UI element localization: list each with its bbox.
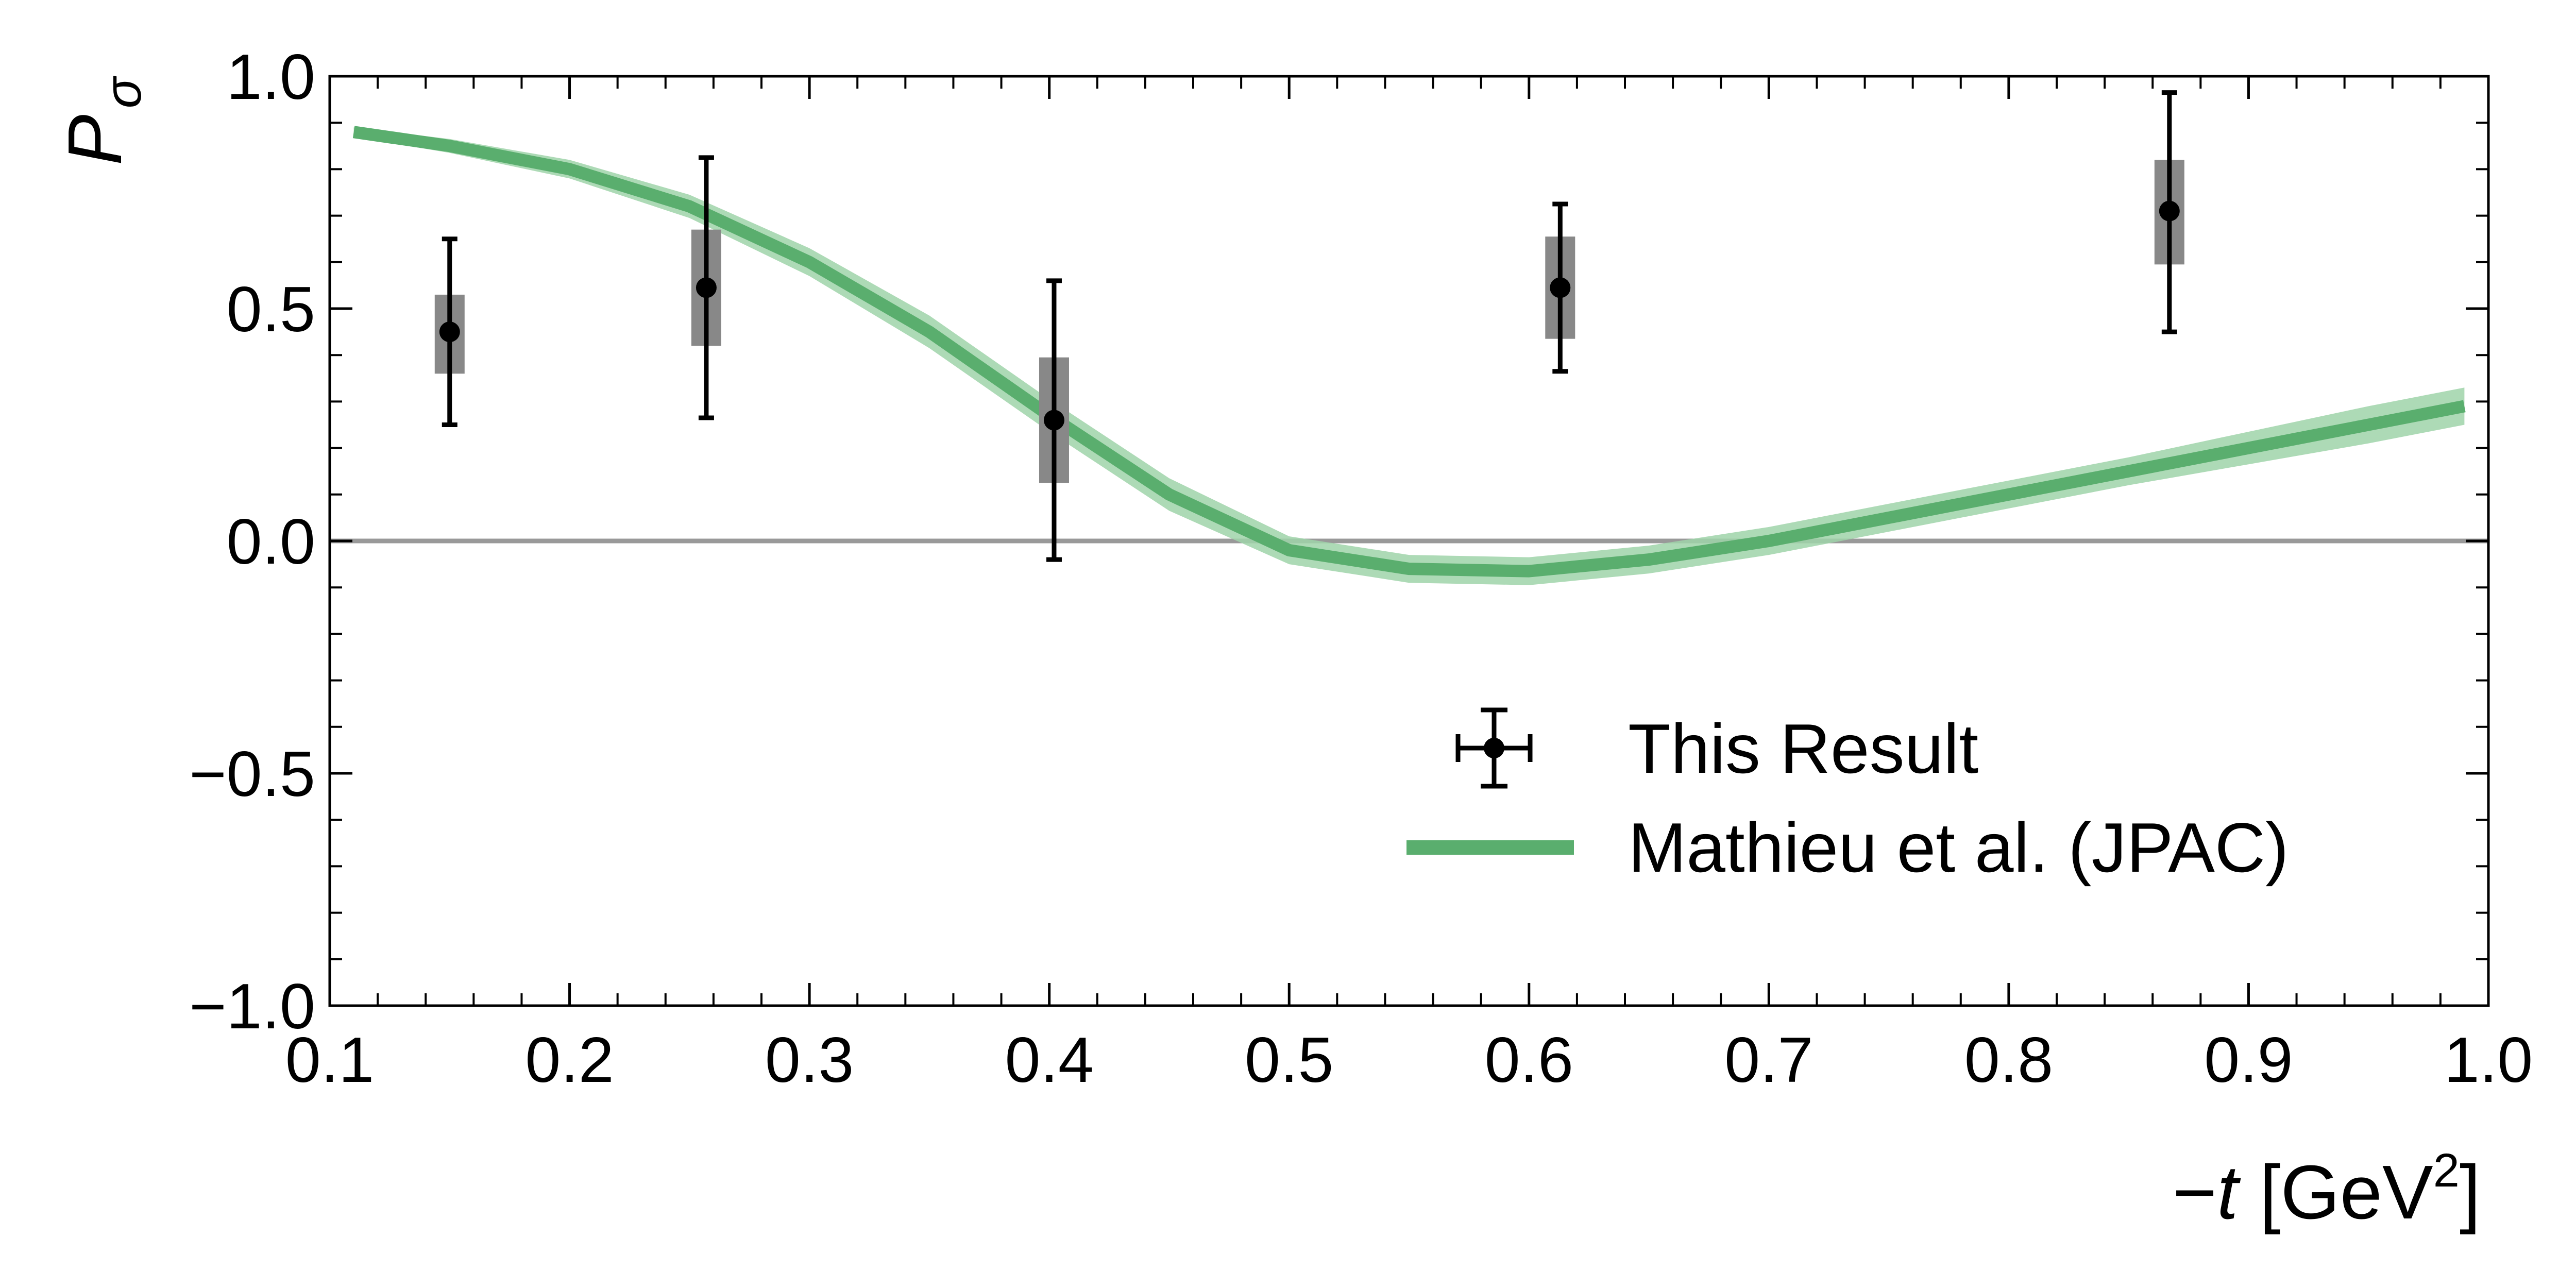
y-tick-label: −1.0 <box>189 971 315 1042</box>
data-point-2 <box>691 155 721 420</box>
x-tick-label: 0.6 <box>1485 1025 1573 1096</box>
x-tick-label: 1.0 <box>2444 1025 2533 1096</box>
data-point-3 <box>1039 278 1069 562</box>
x-tick-label: 0.7 <box>1724 1025 1813 1096</box>
data-point-marker <box>439 321 460 343</box>
y-tick-label: −0.5 <box>189 739 315 810</box>
x-tick-label: 0.2 <box>525 1025 614 1096</box>
legend-label-jpac: Mathieu et al. (JPAC) <box>1628 808 2289 887</box>
x-tick-label: 0.9 <box>2204 1025 2293 1096</box>
legend-marker-this-result <box>1455 707 1533 789</box>
y-tick-label: 0.5 <box>227 274 315 345</box>
data-point-marker <box>2159 200 2180 222</box>
x-tick-label: 0.3 <box>765 1025 854 1096</box>
legend-label-this-result: This Result <box>1628 709 1978 788</box>
x-axis-label: −t [GeV2] <box>2173 1144 2481 1235</box>
data-point-1 <box>434 236 465 427</box>
legend: This Result Mathieu et al. (JPAC) <box>1406 707 2289 887</box>
data-point-marker <box>1550 277 1571 298</box>
plot-area: 0.1 0.2 0.3 0.4 0.5 0.6 0.7 0.8 0.9 1.0 −1.0 −0.5 0.… <box>189 42 2533 1096</box>
data-point-marker <box>696 277 717 298</box>
data-point-4 <box>1545 201 1575 374</box>
y-tick-label: 1.0 <box>227 42 315 113</box>
x-tick-label: 0.1 <box>285 1025 374 1096</box>
y-axis-label: Pσ <box>53 75 152 165</box>
x-tick-label: 0.5 <box>1245 1025 1333 1096</box>
jpac-curve <box>352 126 2466 578</box>
x-tick-label: 0.4 <box>1005 1025 1093 1096</box>
data-point-5 <box>2154 90 2184 334</box>
x-tick-label: 0.8 <box>1964 1025 2053 1096</box>
data-point-marker <box>1043 410 1064 431</box>
y-tick-label: 0.0 <box>227 506 315 578</box>
